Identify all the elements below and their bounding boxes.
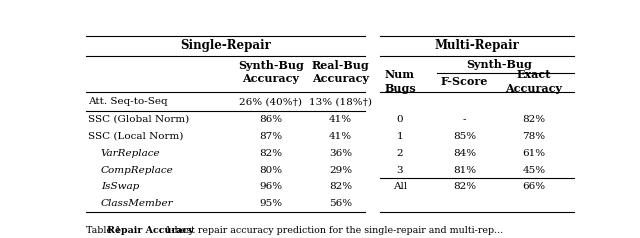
Text: Att. Seq-to-Seq: Att. Seq-to-Seq	[88, 97, 168, 106]
Text: All: All	[393, 182, 407, 191]
Text: Repair Accuracy: Repair Accuracy	[107, 226, 193, 235]
Text: 80%: 80%	[259, 166, 282, 174]
Text: IsSwap: IsSwap	[101, 182, 139, 191]
Text: VarReplace: VarReplace	[101, 149, 161, 158]
Text: 84%: 84%	[453, 149, 476, 158]
Text: 86%: 86%	[259, 115, 282, 124]
Text: 95%: 95%	[259, 199, 282, 208]
Text: 61%: 61%	[522, 149, 545, 158]
Text: Synth-Bug: Synth-Bug	[466, 59, 532, 70]
Text: 13% (18%†): 13% (18%†)	[309, 97, 372, 106]
Text: SSC (Local Norm): SSC (Local Norm)	[88, 132, 184, 141]
Text: : 1-best repair accuracy prediction for the single-repair and multi-rep...: : 1-best repair accuracy prediction for …	[159, 226, 503, 235]
Text: 45%: 45%	[522, 166, 545, 174]
Text: CompReplace: CompReplace	[101, 166, 173, 174]
Text: 78%: 78%	[522, 132, 545, 141]
Text: 41%: 41%	[329, 132, 352, 141]
Text: 81%: 81%	[453, 166, 476, 174]
Text: Single-Repair: Single-Repair	[180, 40, 271, 52]
Text: Real-Bug
Accuracy: Real-Bug Accuracy	[312, 60, 369, 84]
Text: 2: 2	[397, 149, 403, 158]
Text: Multi-Repair: Multi-Repair	[435, 40, 519, 52]
Text: Num
Bugs: Num Bugs	[384, 69, 416, 94]
Text: Table 1:: Table 1:	[86, 226, 127, 235]
Text: Synth-Bug
Accuracy: Synth-Bug Accuracy	[238, 60, 304, 84]
Text: 56%: 56%	[329, 199, 352, 208]
Text: 3: 3	[397, 166, 403, 174]
Text: -: -	[463, 115, 466, 124]
Text: ClassMember: ClassMember	[101, 199, 173, 208]
Text: 36%: 36%	[329, 149, 352, 158]
Text: 87%: 87%	[259, 132, 282, 141]
Text: SSC (Global Norm): SSC (Global Norm)	[88, 115, 189, 124]
Text: 1: 1	[397, 132, 403, 141]
Text: 29%: 29%	[329, 166, 352, 174]
Text: 96%: 96%	[259, 182, 282, 191]
Text: 85%: 85%	[453, 132, 476, 141]
Text: 82%: 82%	[522, 115, 545, 124]
Text: F-Score: F-Score	[441, 76, 488, 87]
Text: 82%: 82%	[329, 182, 352, 191]
Text: Exact
Accuracy: Exact Accuracy	[506, 69, 563, 94]
Text: 82%: 82%	[259, 149, 282, 158]
Text: 26% (40%†): 26% (40%†)	[239, 97, 303, 106]
Text: 41%: 41%	[329, 115, 352, 124]
Text: 82%: 82%	[453, 182, 476, 191]
Text: 66%: 66%	[522, 182, 545, 191]
Text: 0: 0	[397, 115, 403, 124]
